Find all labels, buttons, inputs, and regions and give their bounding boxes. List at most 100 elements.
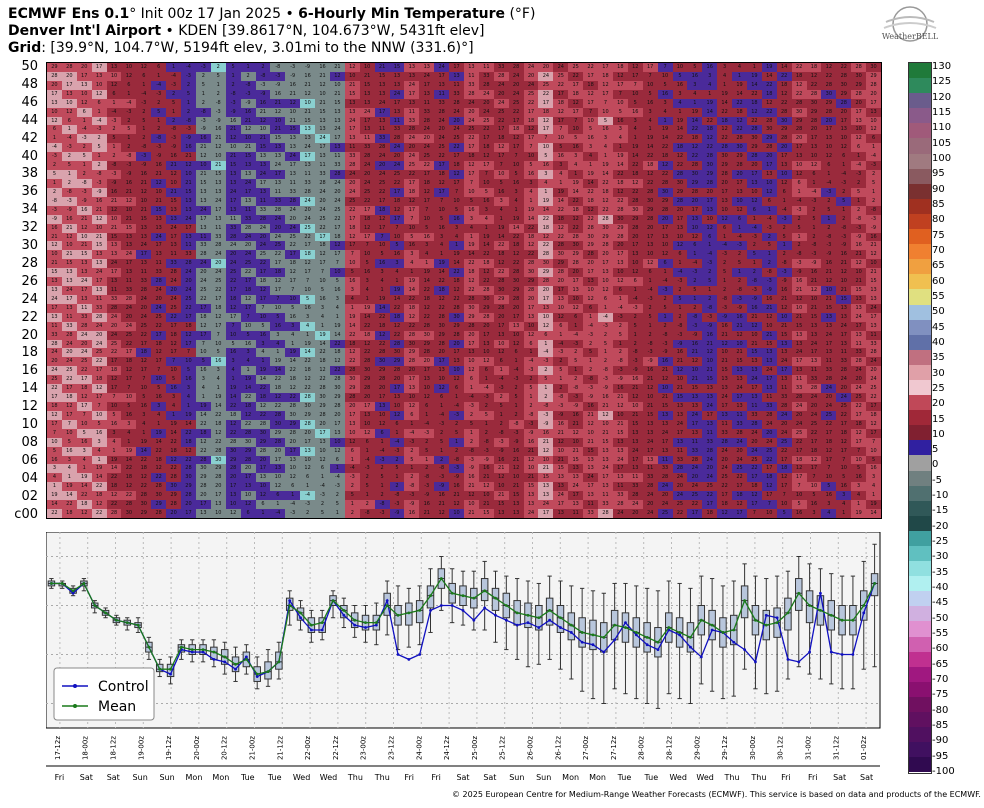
heatmap-cell: 13 <box>702 384 718 394</box>
heatmap-cell: 6 <box>359 437 375 447</box>
series-point <box>439 577 443 580</box>
heatmap-cell: 7 <box>761 500 777 510</box>
heatmap-cell: 5 <box>181 89 196 99</box>
heatmap-cell: -4 <box>523 357 539 367</box>
heatmap-cell: 12 <box>315 455 330 465</box>
heatmap-cell: 28 <box>389 339 405 349</box>
heatmap-cell: 2 <box>836 214 852 224</box>
heatmap-cell: 21 <box>642 402 658 411</box>
heatmap-cell: 2 <box>493 419 509 429</box>
heatmap-cell: 6 <box>329 455 345 465</box>
heatmap-cell: 10 <box>359 63 375 72</box>
heatmap-cell: 17 <box>761 464 777 474</box>
heatmap-cell: 3 <box>91 437 107 447</box>
heatmap-cell: 19 <box>434 259 450 269</box>
heatmap-cell: 19 <box>523 205 539 215</box>
colorbar-tick: -10 <box>932 490 949 502</box>
heatmap-cell: -8 <box>553 393 569 403</box>
heatmap-cell: 10 <box>76 232 92 242</box>
heatmap-cell: 21 <box>672 357 688 367</box>
heatmap-cell: 16 <box>240 107 256 117</box>
heatmap-cell: -3 <box>672 277 688 287</box>
heatmap-cell: -8 <box>866 205 881 215</box>
heatmap-cell: 10 <box>151 187 167 197</box>
heatmap-cell: 4 <box>210 375 226 385</box>
heatmap-cell: 2 <box>329 491 345 501</box>
heatmap-cell: 18 <box>225 410 241 420</box>
heatmap-cell: 20 <box>612 241 628 251</box>
box-plot: 40200-2017-12z18-00z18-12z19-00z19-12z20… <box>46 532 881 782</box>
heatmap-cell: 1 <box>732 223 747 233</box>
heatmap-cell: -9 <box>225 107 241 117</box>
heatmap-cell: 16 <box>121 178 137 188</box>
heatmap-cell: 17 <box>746 473 762 483</box>
heatmap-cell: 17 <box>121 348 137 358</box>
heatmap-cell: 13 <box>806 357 822 367</box>
heatmap-cell: 2 <box>717 259 733 269</box>
heatmap-cell: 7 <box>508 152 524 162</box>
heatmap-cell: 10 <box>389 232 405 242</box>
heatmap-cell: 19 <box>210 393 226 403</box>
heatmap-cell: 2 <box>761 259 777 269</box>
heatmap-cell: 25 <box>374 178 390 188</box>
heatmap-cell: 13 <box>344 98 360 108</box>
heatmap-cell: 30 <box>419 330 435 340</box>
heatmap-cell: 14 <box>761 71 777 81</box>
heatmap-cell: 4 <box>47 473 62 483</box>
heatmap-cell: 17 <box>195 214 211 224</box>
heatmap-cell: 19 <box>866 500 881 510</box>
heatmap-cell: 1 <box>225 375 241 385</box>
heatmap-cell: 7 <box>76 410 92 420</box>
heatmap-cell: 24 <box>285 205 301 215</box>
heatmap-cell: 7 <box>568 116 584 126</box>
heatmap-cell: 24 <box>76 330 92 340</box>
heatmap-cell: 22 <box>47 509 62 518</box>
colorbar-swatch <box>909 696 931 713</box>
heatmap-cell: 17 <box>702 410 718 420</box>
heatmap-cell: 17 <box>285 446 301 456</box>
heatmap-cell: 14 <box>210 402 226 411</box>
heatmap-cell: 18 <box>493 134 509 144</box>
heatmap-cell: -3 <box>374 509 390 518</box>
heatmap-cell: 3 <box>374 268 390 278</box>
heatmap-cell: 24 <box>300 143 316 153</box>
heatmap-cell: 17 <box>181 339 196 349</box>
heatmap-cell: 29 <box>776 125 792 135</box>
heatmap-cell: 22 <box>478 277 494 287</box>
heatmap-cell: 10 <box>47 107 62 117</box>
x-time-label: 17-12z <box>54 736 62 760</box>
heatmap-cell: 33 <box>672 455 688 465</box>
heatmap-cell: 13 <box>76 80 92 90</box>
heatmap-cell: 14 <box>181 419 196 429</box>
heatmap-cell: 10 <box>568 294 584 304</box>
heatmap-cell: 11 <box>761 393 777 403</box>
heatmap-cell: 5 <box>672 71 688 81</box>
heatmap-cell: 6 <box>478 366 494 376</box>
heatmap-cell: 12 <box>434 384 450 394</box>
x-time-label: 24-12z <box>443 736 451 760</box>
heatmap-cell: 17 <box>315 232 330 242</box>
heatmap-cell: 24 <box>195 277 211 287</box>
heatmap-cell: 24 <box>329 196 345 206</box>
heatmap-cell: 24 <box>166 277 182 287</box>
heatmap-cell: 10 <box>240 321 256 331</box>
heatmap-cell: 7 <box>389 223 405 233</box>
heatmap-cell: -3 <box>553 402 569 411</box>
colorbar-tick: -15 <box>932 505 949 517</box>
heatmap-cell: 17 <box>151 357 167 367</box>
x-time-label: 19-00z <box>137 736 145 760</box>
heatmap-cell: 3 <box>195 375 211 385</box>
heatmap-cell: 29 <box>404 348 420 358</box>
series-point <box>407 658 411 661</box>
heatmap-cell: 14 <box>136 446 152 456</box>
colorbar-swatch <box>909 712 931 728</box>
heatmap-cell: 10 <box>106 71 122 81</box>
heatmap-cell: -4 <box>464 393 479 403</box>
heatmap-cell: 18 <box>717 116 733 126</box>
heatmap-cell: 13 <box>523 312 539 322</box>
heatmap-cell: 20 <box>836 384 852 394</box>
heatmap-cell: 4 <box>315 312 330 322</box>
heatmap-cell: 13 <box>76 259 92 269</box>
heatmap-cell: 1 <box>732 71 747 81</box>
x-day-label: Thu <box>724 773 740 782</box>
